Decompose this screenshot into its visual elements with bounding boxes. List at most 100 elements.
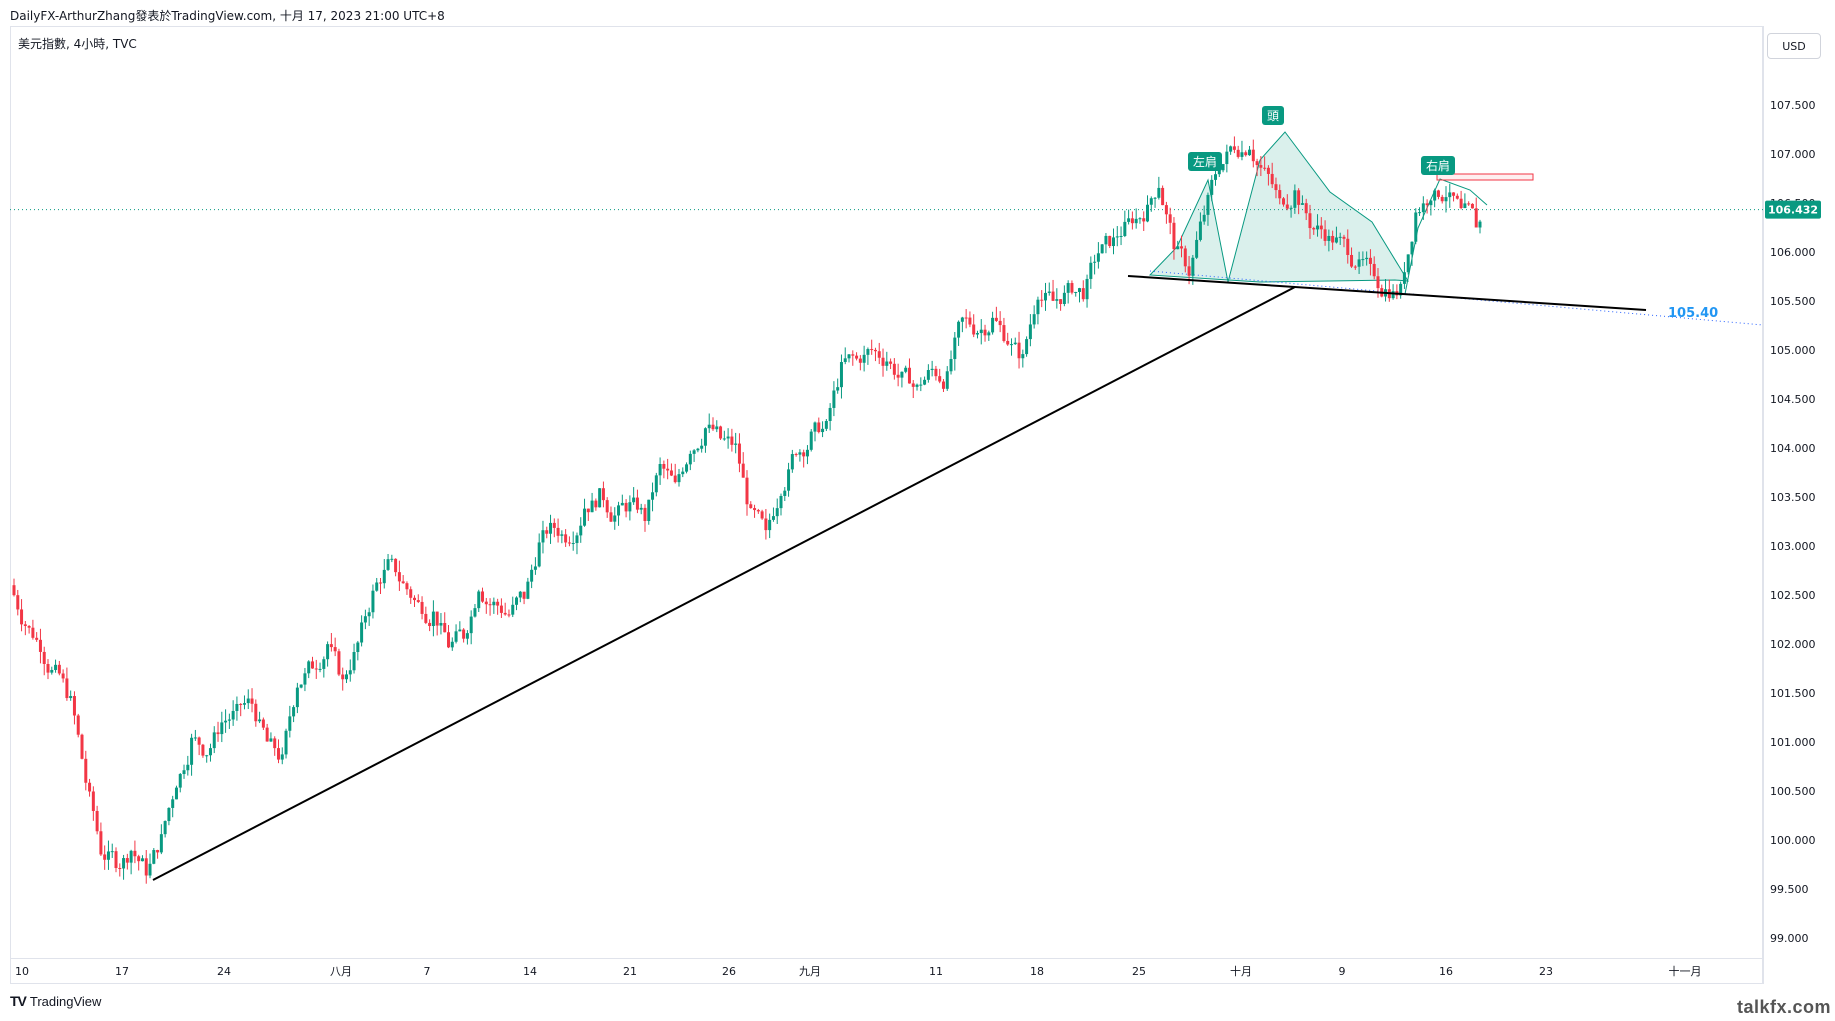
candle-body [564, 534, 568, 543]
candle-body [851, 354, 855, 356]
candle-body [386, 559, 390, 570]
candle-body [1282, 198, 1286, 205]
candle-body [371, 590, 375, 613]
candle-body [348, 670, 352, 675]
candle-body [178, 774, 182, 788]
candle-body [148, 863, 152, 876]
candle-body [753, 508, 757, 511]
candle-body [258, 719, 262, 722]
candle-body [1070, 283, 1074, 293]
candle-body [477, 591, 481, 609]
candle-body [545, 530, 549, 534]
candle-body [957, 321, 961, 338]
x-tick-label: 24 [217, 965, 231, 978]
candle-body [344, 674, 348, 680]
candle-body [790, 454, 794, 470]
candle-body [1263, 167, 1267, 169]
candle-body [1059, 299, 1063, 304]
candle-body [1319, 225, 1323, 230]
candle-body [651, 492, 655, 500]
candle-body [862, 354, 866, 363]
candle-body [1191, 257, 1195, 276]
candle-body [768, 519, 772, 531]
candle-body [265, 727, 269, 742]
candle-body [137, 856, 141, 862]
candle-body [292, 707, 296, 717]
candle-body [1342, 236, 1346, 239]
candle-body [1146, 204, 1150, 222]
currency-button[interactable]: USD [1767, 33, 1821, 59]
candle-body [333, 647, 337, 652]
candle-body [639, 507, 643, 510]
candle-body [968, 317, 972, 325]
candle-body [35, 637, 39, 640]
candle-body [439, 622, 443, 626]
head-label-badge [1262, 106, 1284, 125]
candle-body [953, 337, 957, 360]
y-tick-label: 100.000 [1770, 834, 1816, 847]
x-tick-label: 11 [929, 965, 943, 978]
candle-body [1077, 288, 1081, 292]
candle-body [288, 716, 292, 731]
x-tick-label: 9 [1339, 965, 1346, 978]
candle-body [1350, 254, 1354, 267]
candle-body [726, 436, 730, 439]
last-price-tag [1765, 200, 1821, 219]
candle-body [1009, 344, 1013, 346]
candle-body [1074, 291, 1078, 293]
candle-body [673, 475, 677, 483]
candle-body [1032, 314, 1036, 325]
candle-body [235, 703, 239, 711]
candle-body [1361, 259, 1365, 261]
candle-body [1421, 203, 1425, 213]
candle-body [518, 591, 522, 598]
time-axis-divider [10, 958, 1763, 959]
candle-body [715, 426, 719, 430]
candle-body [182, 770, 186, 775]
candle-body [575, 535, 579, 544]
candle-body [1232, 146, 1236, 150]
candle-body [1316, 225, 1320, 230]
candle-body [624, 502, 628, 512]
publisher-header: DailyFX-ArthurZhang發表於TradingView.com, 十… [10, 9, 445, 23]
candle-body [1043, 292, 1047, 301]
candle-body [567, 542, 571, 544]
candle-body [84, 758, 88, 783]
candle-body [1115, 236, 1119, 238]
candle-body [617, 505, 621, 516]
candle-body [167, 807, 171, 822]
candle-body [1066, 283, 1070, 293]
tradingview-logo[interactable]: TV TradingView [10, 993, 101, 1009]
candle-body [583, 508, 587, 526]
candle-body [20, 609, 24, 625]
candle-body [424, 613, 428, 623]
candle-body [1176, 246, 1180, 250]
candle-body [839, 362, 843, 388]
candle-body [420, 601, 424, 614]
candle-body [1414, 212, 1418, 242]
y-tick-label: 101.500 [1770, 687, 1816, 700]
candle-body [318, 668, 322, 670]
price-axis-divider [1763, 26, 1764, 984]
candle-body [1402, 272, 1406, 284]
candle-body [363, 616, 367, 623]
candle-body [515, 597, 519, 605]
candle-body [722, 438, 726, 440]
candle-body [1130, 218, 1134, 224]
candle-body [828, 407, 832, 421]
candle-body [367, 612, 371, 617]
candle-body [635, 497, 639, 510]
candle-body [1142, 218, 1146, 222]
candle-body [382, 569, 386, 584]
left-shoulder-label-badge [1188, 152, 1222, 171]
candle-body [930, 368, 934, 371]
candle-body [284, 730, 288, 755]
candle-body [246, 698, 250, 704]
candle-body [1025, 339, 1029, 355]
candle-body [866, 349, 870, 355]
candle-body [114, 851, 118, 868]
candle-body [1055, 299, 1059, 301]
tradingview-logo-text: TradingView [29, 993, 102, 1009]
symbol-legend[interactable]: 美元指數, 4小時, TVC [18, 37, 137, 51]
